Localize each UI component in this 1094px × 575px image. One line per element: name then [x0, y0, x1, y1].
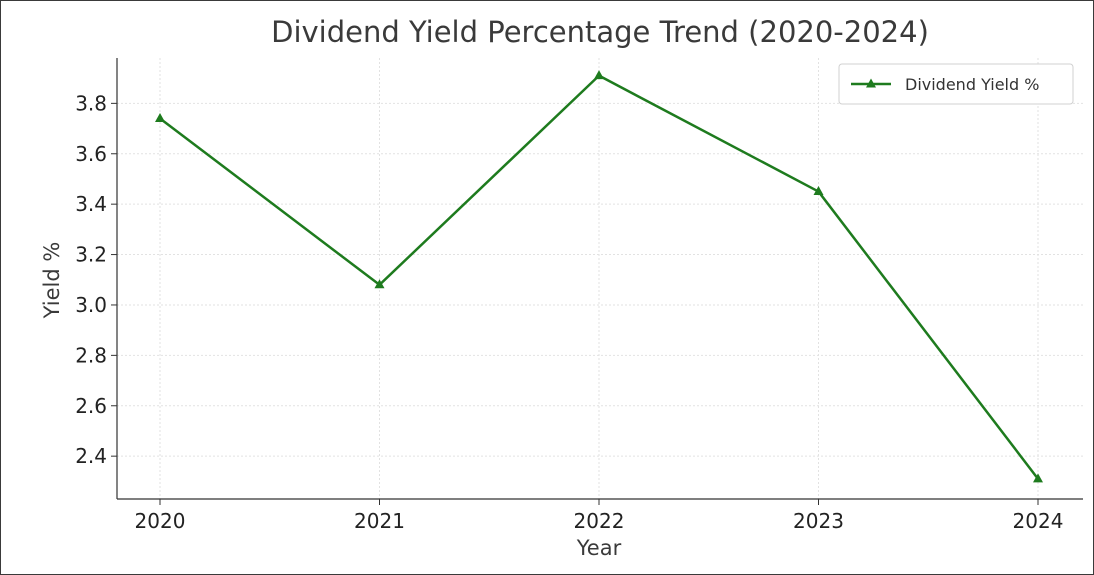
y-axis-label: Yield %	[40, 242, 64, 320]
y-tick-label: 2.8	[75, 343, 107, 367]
legend: Dividend Yield %	[838, 63, 1074, 105]
data-point-marker	[1033, 473, 1043, 483]
y-tick-label: 3.6	[75, 142, 107, 166]
x-tick-label: 2021	[354, 509, 405, 533]
data-point-marker	[594, 70, 604, 80]
x-tick-label: 2022	[574, 509, 625, 533]
legend-label-dividend-yield: Dividend Yield %	[905, 75, 1039, 94]
data-point-marker	[374, 279, 385, 289]
data-point-marker	[155, 112, 165, 122]
x-axis-ticks: 2020 2021 2022 2023 2024	[135, 499, 1064, 533]
y-tick-label: 2.4	[75, 444, 107, 468]
axes	[116, 58, 1083, 500]
y-tick-label: 3.4	[75, 192, 107, 216]
series-group	[155, 70, 1043, 483]
grid-lines	[117, 58, 1083, 499]
x-axis-label: Year	[576, 536, 622, 560]
chart-title: Dividend Yield Percentage Trend (2020-20…	[271, 15, 929, 49]
y-tick-label: 3.0	[75, 293, 107, 317]
y-axis-ticks: 2.4 2.6 2.8 3.0 3.2 3.4 3.6 3.8	[75, 91, 117, 468]
x-tick-label: 2024	[1013, 509, 1064, 533]
y-tick-label: 3.8	[75, 91, 107, 115]
y-tick-label: 2.6	[75, 394, 107, 418]
legend-box	[838, 63, 1074, 105]
x-tick-label: 2020	[135, 509, 186, 533]
x-tick-label: 2023	[793, 509, 844, 533]
data-point-marker	[813, 186, 824, 196]
legend-marker	[866, 78, 876, 88]
y-tick-label: 3.2	[75, 243, 107, 267]
